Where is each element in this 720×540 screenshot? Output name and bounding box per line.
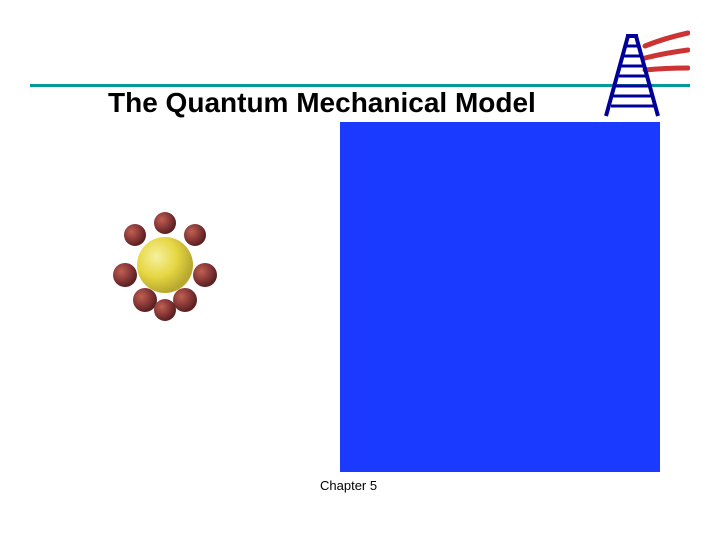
nucleus xyxy=(137,237,193,293)
electron-back-3 xyxy=(154,212,176,234)
electron-back-2 xyxy=(184,224,206,246)
electron-front-3 xyxy=(133,288,157,312)
atom-model-illustration xyxy=(95,195,235,340)
ladder-icon xyxy=(600,28,690,128)
content-placeholder-box xyxy=(340,122,660,472)
swoosh-2 xyxy=(645,50,688,58)
electron-front-5 xyxy=(154,299,176,321)
swoosh-3 xyxy=(645,68,688,70)
swoosh-1 xyxy=(645,33,688,46)
slide-footer: Chapter 5 xyxy=(320,478,377,493)
electron-front-1 xyxy=(113,263,137,287)
electron-front-4 xyxy=(173,288,197,312)
electron-back-1 xyxy=(124,224,146,246)
electron-front-2 xyxy=(193,263,217,287)
slide-title: The Quantum Mechanical Model xyxy=(108,87,536,119)
